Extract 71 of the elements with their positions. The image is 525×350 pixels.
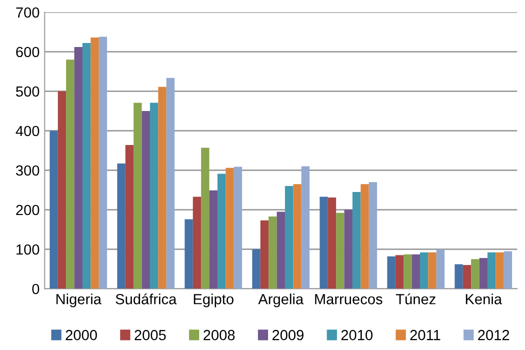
bar: [234, 166, 242, 289]
bar: [328, 198, 336, 289]
bar: [158, 86, 166, 289]
bar: [293, 184, 302, 289]
bar: [428, 252, 436, 289]
legend-label: 2010: [341, 330, 373, 340]
legend-label: 2009: [272, 330, 304, 340]
y-tick-label: 300: [16, 165, 40, 176]
bar: [368, 182, 378, 289]
y-tick-label: 600: [16, 46, 40, 58]
bar: [360, 184, 369, 289]
bar: [412, 254, 420, 289]
bar: [301, 166, 310, 289]
bar: [344, 210, 352, 289]
bar: [462, 265, 472, 289]
bar: [276, 212, 285, 289]
bar: [90, 38, 99, 289]
bar: [336, 212, 344, 289]
bar: [184, 219, 193, 289]
bar: [284, 186, 294, 289]
x-tick-label: Sudáfrica: [116, 293, 177, 304]
bar: [74, 47, 82, 289]
y-tick-label: 400: [16, 126, 40, 136]
bar: [66, 60, 74, 289]
bar: [404, 254, 412, 289]
y-tick-label: 0: [32, 284, 40, 294]
y-tick-label: 500: [16, 86, 40, 97]
y-tick-label: 700: [16, 7, 40, 18]
bar: [496, 252, 504, 289]
bar: [134, 102, 142, 289]
x-tick-label: Kenia: [466, 294, 502, 304]
bar: [226, 168, 234, 289]
bar: [487, 252, 496, 289]
bar: [471, 259, 480, 289]
bar: [252, 249, 260, 289]
bar: [352, 192, 361, 289]
bar: [98, 36, 108, 289]
bar: [436, 249, 445, 289]
bar: [454, 264, 463, 289]
x-tick-label: Egipto: [194, 294, 234, 308]
x-tick-label: Argelia: [258, 294, 304, 308]
legend-label: 2008: [204, 330, 235, 340]
bar: [387, 256, 396, 289]
bar: [142, 111, 150, 289]
bar: [50, 130, 58, 289]
legend-label: 2012: [478, 330, 510, 340]
bar: [201, 148, 210, 289]
y-tick-label: 200: [16, 204, 40, 216]
bar: [150, 102, 158, 289]
bar: [260, 220, 269, 289]
bar: [58, 91, 66, 289]
x-tick-label: Marruecos: [315, 294, 382, 304]
legend-label: 2005: [134, 330, 166, 340]
bar: [504, 251, 512, 289]
bar: [420, 252, 428, 289]
x-tick-label: Nigeria: [56, 294, 102, 308]
bar: [117, 164, 126, 289]
y-tick-label: 100: [16, 244, 40, 255]
bar: [395, 255, 404, 289]
bar: [82, 43, 91, 289]
bar: [192, 196, 202, 289]
bar: [479, 258, 488, 289]
bar: [268, 216, 277, 289]
legend-label: 2011: [410, 330, 440, 340]
bar: [125, 144, 134, 289]
bar: [217, 174, 226, 289]
bar: [166, 78, 175, 289]
bar: [320, 196, 328, 289]
x-tick-label: Túnez: [396, 293, 436, 304]
legend-label: 2000: [66, 330, 97, 340]
bar: [209, 190, 218, 289]
